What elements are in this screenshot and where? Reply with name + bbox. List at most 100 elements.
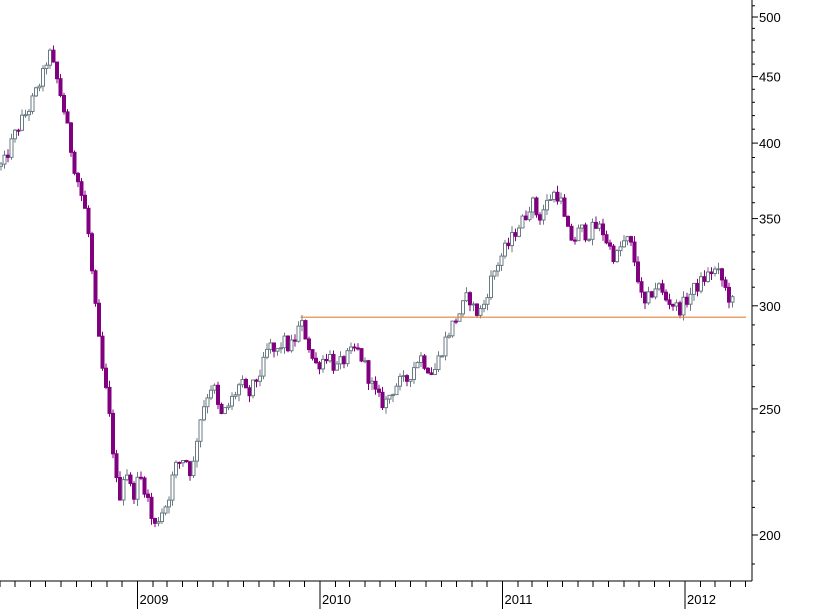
candle-body-down: [6, 154, 10, 158]
candle-body-up: [478, 308, 483, 316]
candle-body-down: [331, 354, 336, 371]
candle-body-down: [667, 299, 672, 305]
candle-30: [104, 363, 108, 390]
candle-body-up: [209, 389, 213, 399]
candle-body-up: [258, 375, 262, 382]
candle-body-down: [69, 122, 73, 153]
candle-body-up: [296, 325, 301, 342]
candle-body-up: [265, 348, 269, 358]
candle-body-up: [713, 268, 717, 274]
candle-body-down: [142, 477, 147, 495]
candle-17: [58, 74, 63, 98]
candle-body-down: [429, 372, 434, 375]
candle-body-down: [244, 379, 248, 389]
candle-body-down: [216, 384, 220, 405]
candle-body-down: [629, 236, 633, 243]
candle-body-up: [156, 521, 161, 524]
candle-178: [622, 235, 626, 248]
candle-22: [76, 171, 80, 188]
candle-55: [191, 456, 196, 478]
candle-body-up: [440, 355, 444, 358]
candle-62: [216, 381, 220, 410]
candle-4: [13, 128, 17, 143]
candle-body-up: [433, 369, 437, 375]
candle-body-up: [408, 379, 413, 382]
candle-body-up: [44, 64, 49, 69]
candle-124: [433, 363, 437, 375]
candle-116: [405, 374, 409, 387]
candle-181: [632, 236, 637, 267]
candle-body-up: [279, 347, 283, 350]
candle-87: [303, 319, 308, 340]
candle-body-up: [580, 224, 584, 229]
candle-37: [128, 472, 133, 487]
candle-body-down: [359, 348, 364, 362]
candle-41: [142, 476, 147, 498]
candle-165: [576, 224, 581, 242]
candle-body-down: [639, 281, 644, 293]
candle-15: [51, 45, 56, 63]
candle-body-up: [237, 384, 241, 396]
candle-body-down: [555, 191, 560, 202]
candle-body-down: [702, 276, 707, 282]
candle-169: [590, 218, 595, 246]
candle-21: [72, 150, 77, 176]
candle-body-down: [128, 474, 133, 485]
candle-body-up: [464, 292, 469, 302]
candle-body-down: [16, 129, 21, 132]
candle-body-down: [352, 346, 357, 349]
candle-body-down: [422, 355, 427, 369]
candle-45: [156, 517, 161, 527]
candle-99: [345, 348, 350, 367]
candle-body-down: [727, 286, 731, 303]
candle-129: [450, 320, 455, 338]
candle-body-up: [461, 300, 465, 315]
candle-body-up: [548, 199, 553, 201]
candle-body-down: [100, 335, 105, 369]
candle-body-up: [622, 240, 626, 248]
candle-139: [485, 293, 490, 311]
candle-108: [377, 384, 381, 397]
candle-body-up: [226, 405, 231, 409]
candle-body-up: [20, 114, 24, 131]
candle-body-up: [268, 342, 273, 350]
candle-202: [706, 267, 710, 283]
candle-body-down: [636, 261, 640, 283]
candle-body-down: [76, 172, 80, 183]
candle-89: [310, 349, 315, 361]
candle-136: [475, 303, 479, 318]
candle-191: [667, 293, 672, 310]
candle-body-down: [107, 386, 112, 414]
candle-body-down: [380, 391, 385, 409]
candle-body-up: [13, 129, 17, 140]
x-tick-label-2010: 2010: [322, 592, 351, 607]
candle-13: [44, 62, 49, 75]
candle-body-down: [377, 388, 381, 393]
candle-body-down: [611, 245, 616, 263]
candle-48: [167, 496, 171, 514]
candle-body-up: [135, 476, 140, 500]
candle-11: [37, 83, 42, 92]
candle-100: [349, 342, 353, 354]
candle-body-up: [198, 419, 203, 442]
candle-body-up: [401, 375, 406, 378]
candle-32: [111, 409, 115, 459]
candle-body-down: [426, 367, 430, 374]
candle-190: [664, 289, 668, 302]
candle-body-up: [447, 335, 451, 338]
candle-body-up: [191, 460, 196, 477]
candle-body-down: [177, 461, 182, 464]
candle-body-down: [254, 379, 259, 382]
candle-177: [618, 241, 623, 257]
candle-body-down: [58, 78, 63, 96]
candle-body-down: [149, 496, 154, 519]
candle-33: [114, 449, 119, 483]
candle-body-up: [492, 270, 497, 277]
candle-49: [170, 471, 175, 506]
candle-43: [149, 492, 154, 525]
candle-76: [265, 343, 269, 360]
candle-body-up: [576, 227, 581, 242]
candle-80: [279, 342, 283, 354]
candle-82: [286, 335, 290, 353]
candle-0: [0, 162, 3, 171]
